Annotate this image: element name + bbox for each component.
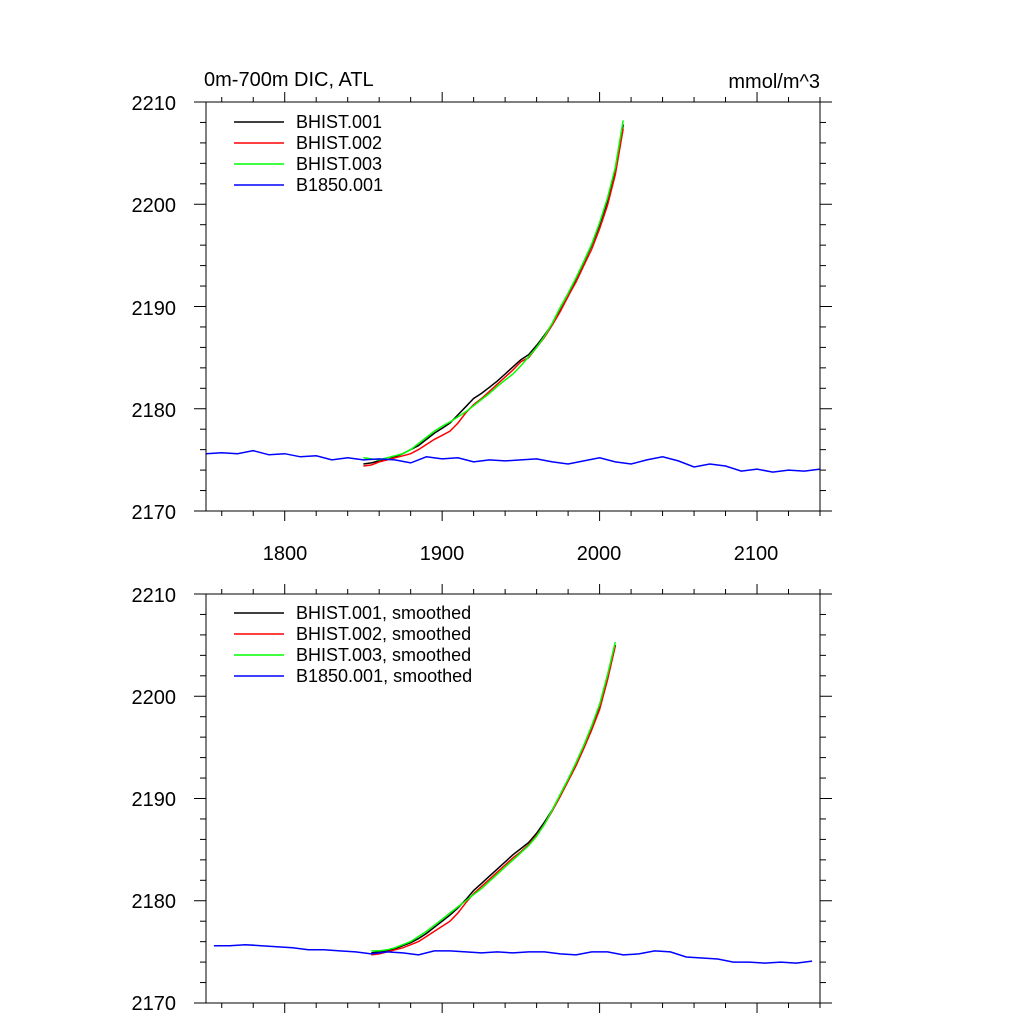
legend-label: BHIST.001, smoothed xyxy=(296,603,471,623)
legend-label: BHIST.003 xyxy=(296,154,382,174)
chart-title: 0m-700m DIC, ATL xyxy=(204,69,374,91)
legend-label: BHIST.002, smoothed xyxy=(296,624,471,644)
series-line-3 xyxy=(371,641,617,952)
x-tick-label: 2100 xyxy=(734,543,779,565)
series-line-3 xyxy=(363,120,624,461)
chart-top: 0m-700m DIC, ATL mmol/m^3 2210 2200 2190… xyxy=(132,69,832,565)
x-tick-label: 1800 xyxy=(263,543,308,565)
series-line-1 xyxy=(371,644,617,954)
x-tick-label: 2000 xyxy=(577,543,622,565)
top-x-tick-labels: 1800 1900 2000 2100 xyxy=(263,543,779,565)
plot-frame xyxy=(205,593,821,1004)
y-tick-label: 2190 xyxy=(132,298,177,320)
y-tick-label: 2210 xyxy=(132,93,177,115)
legend-label: B1850.001, smoothed xyxy=(296,666,472,686)
legend-label: BHIST.001 xyxy=(296,112,382,132)
series-line-4 xyxy=(205,449,821,473)
bottom-y-tick-labels: 2210 2200 2190 2180 2170 xyxy=(132,585,177,1015)
top-series-group xyxy=(205,120,821,473)
chart-bottom: 2210 2200 2190 2180 2170 BHIST.001, smoo… xyxy=(132,584,832,1015)
plot-frame xyxy=(205,101,821,512)
top-axis-ticks xyxy=(194,92,832,521)
top-y-tick-labels: 2210 2200 2190 2180 2170 xyxy=(132,93,177,524)
legend-label: BHIST.002 xyxy=(296,133,382,153)
units-label: mmol/m^3 xyxy=(728,71,820,93)
bottom-axis-ticks xyxy=(194,584,832,1013)
bottom-legend: BHIST.001, smoothed BHIST.002, smoothed … xyxy=(234,603,472,686)
y-tick-label: 2180 xyxy=(132,400,177,422)
x-tick-label: 1900 xyxy=(420,543,465,565)
y-tick-label: 2170 xyxy=(132,502,177,524)
y-tick-label: 2170 xyxy=(132,993,177,1015)
series-line-2 xyxy=(371,645,617,956)
legend-label: BHIST.003, smoothed xyxy=(296,645,471,665)
series-line-2 xyxy=(363,128,624,467)
y-tick-label: 2180 xyxy=(132,891,177,913)
legend-label: B1850.001 xyxy=(296,175,383,195)
top-legend: BHIST.001 BHIST.002 BHIST.003 B1850.001 xyxy=(234,112,383,195)
bottom-series-group xyxy=(213,641,813,964)
y-tick-label: 2200 xyxy=(132,195,177,217)
y-tick-label: 2200 xyxy=(132,687,177,709)
y-tick-label: 2190 xyxy=(132,789,177,811)
y-tick-label: 2210 xyxy=(132,585,177,607)
series-line-1 xyxy=(363,124,624,465)
series-line-4 xyxy=(213,943,813,964)
